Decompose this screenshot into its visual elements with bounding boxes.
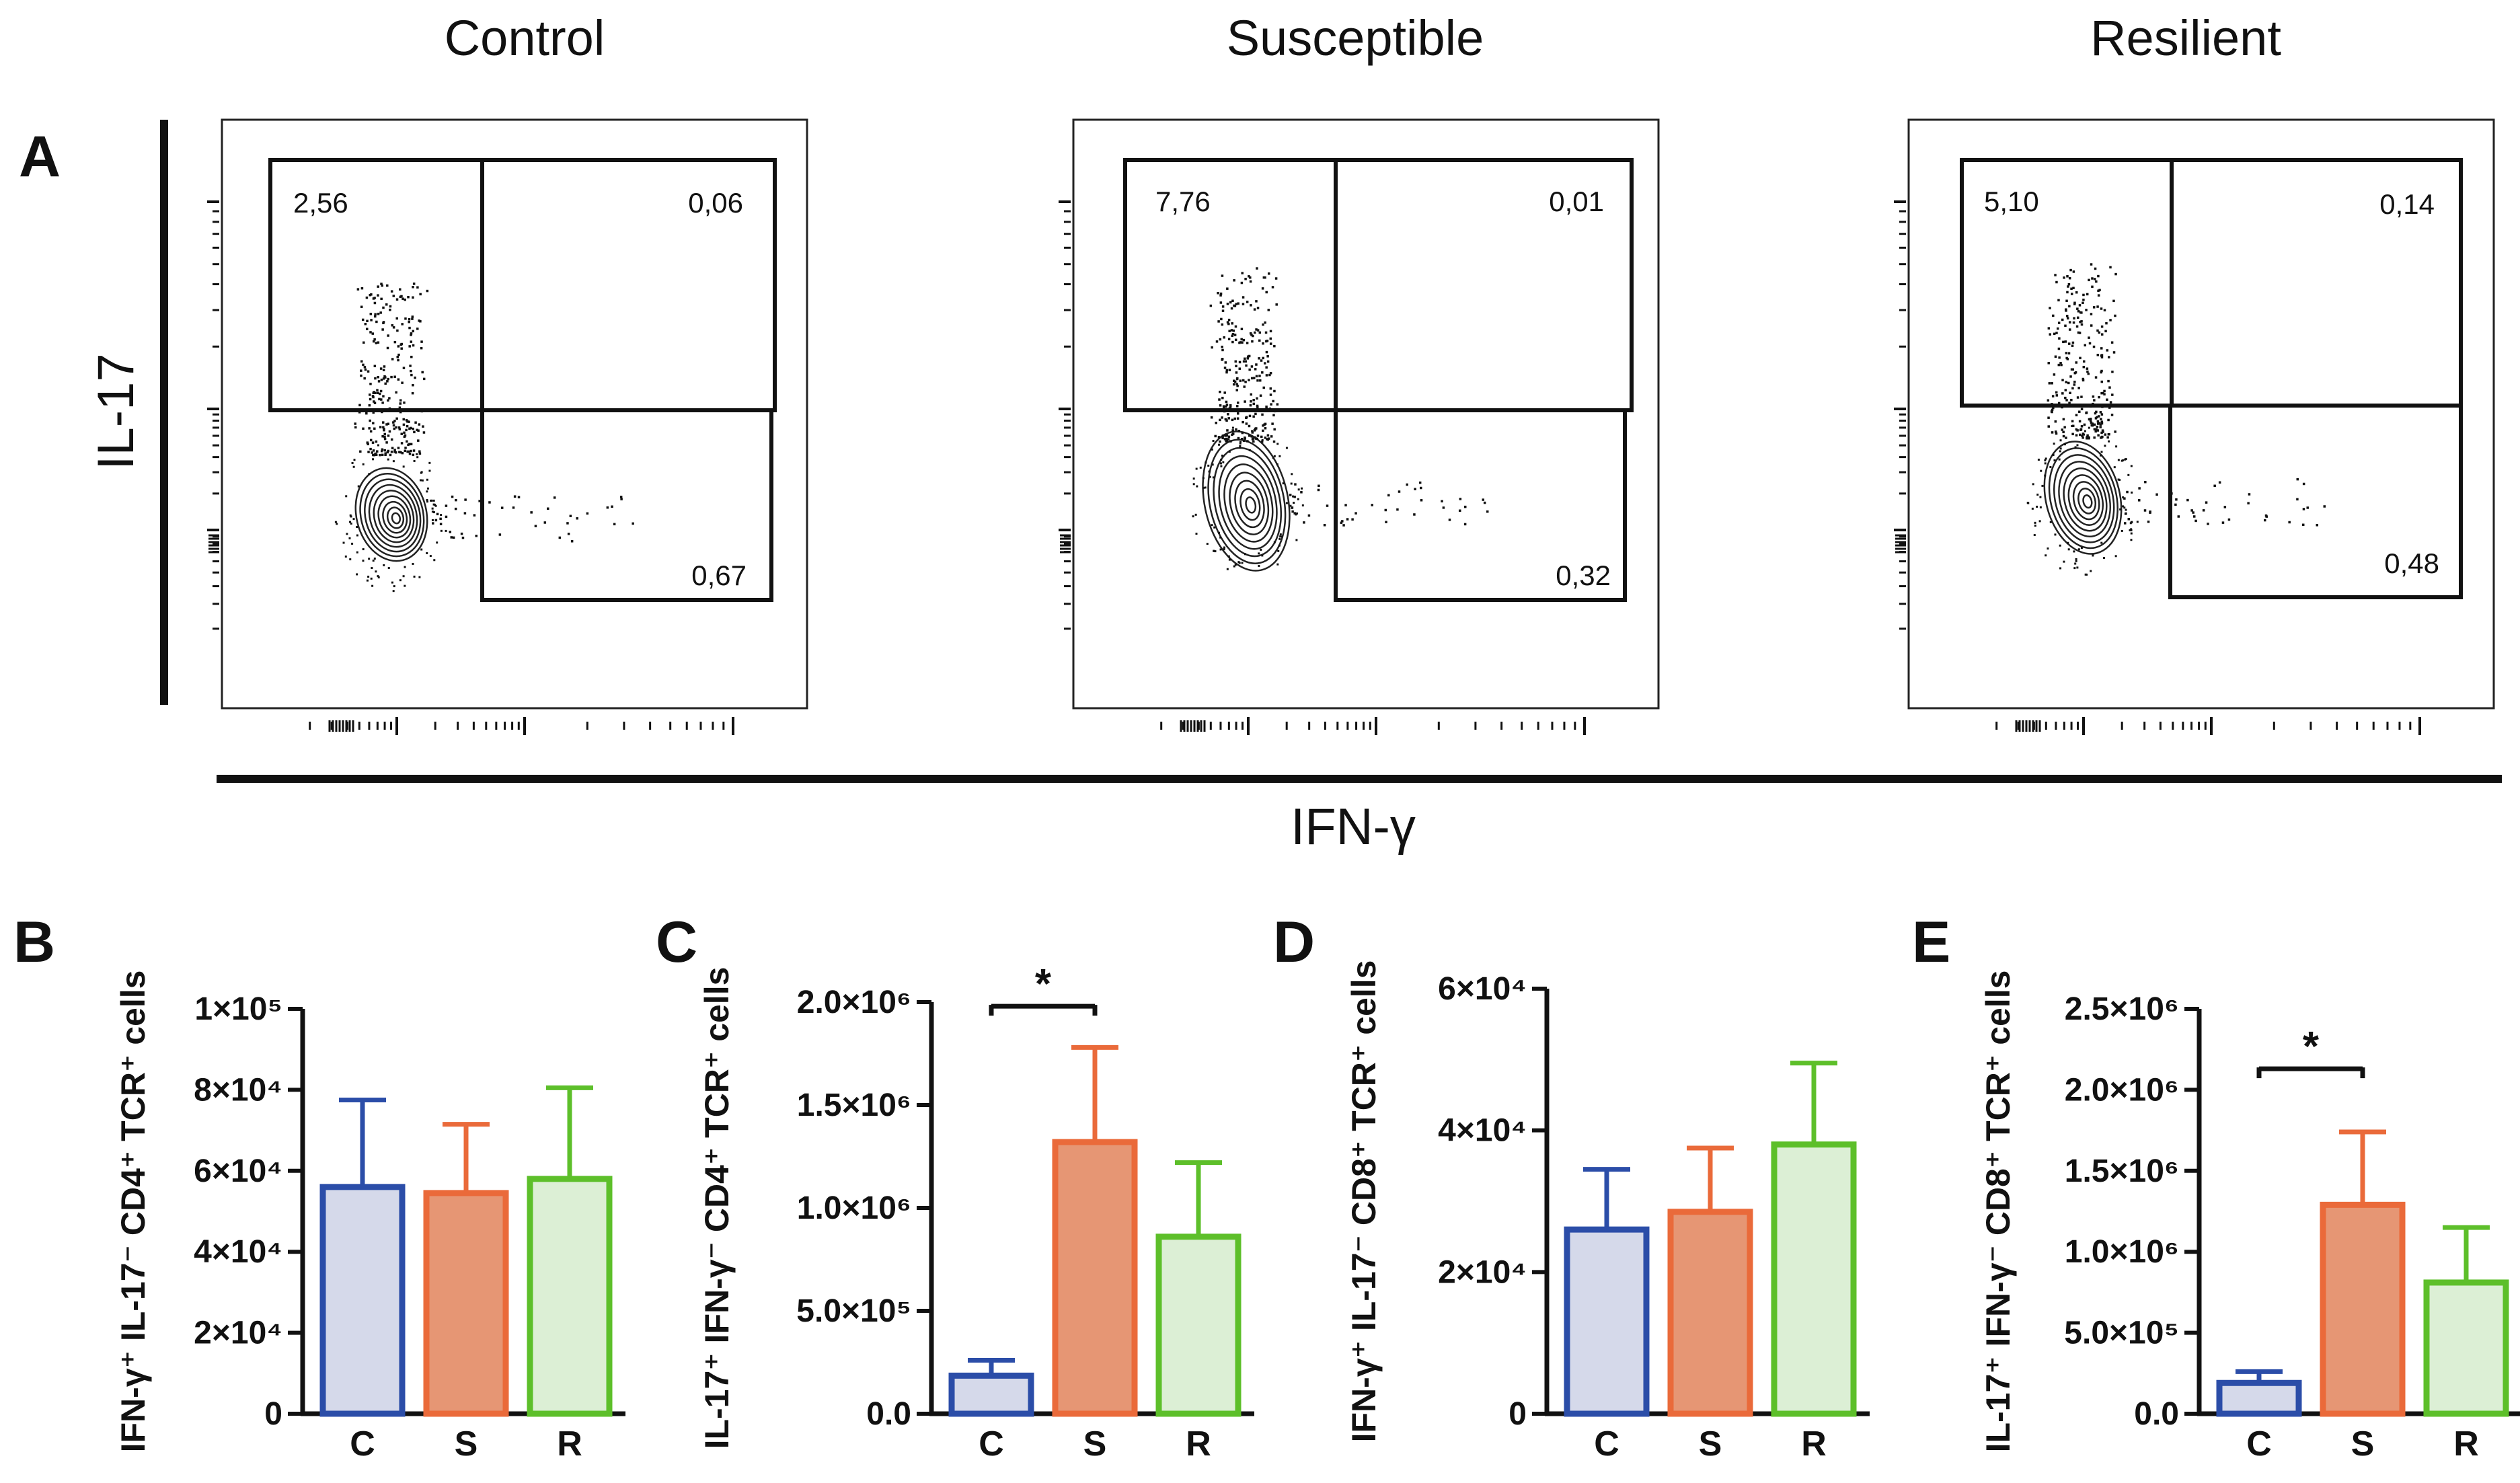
x-tick-label: R xyxy=(1186,1424,1211,1463)
y-tick-label: 2×10⁴ xyxy=(194,1316,282,1351)
panel-letter-d: D xyxy=(1273,910,1315,975)
significance-star: * xyxy=(1035,961,1052,1007)
y-tick-label: 8×10⁴ xyxy=(194,1072,282,1108)
bar-r xyxy=(527,1176,613,1417)
y-tick-label: 4×10⁴ xyxy=(1438,1113,1527,1149)
y-tick-label: 2.5×10⁶ xyxy=(2065,991,2179,1027)
y-axis-label: IL-17⁺ IFN-γ⁻ CD8⁺ TCR⁺ cells xyxy=(1979,971,2017,1453)
bar-chart-e: E IL-17⁺ IFN-γ⁻ CD8⁺ TCR⁺ cells 0.0 5.0×10⁵… xyxy=(1912,910,2520,1463)
x-tick-label: S xyxy=(1699,1424,1722,1463)
y-tick-label: 1.0×10⁶ xyxy=(2065,1234,2179,1270)
gate-bottom-right xyxy=(480,408,773,602)
x-tick-label: R xyxy=(1801,1424,1827,1463)
panel-letter-c: C xyxy=(656,910,697,975)
y-tick-label: 6×10⁴ xyxy=(194,1153,282,1189)
bar-chart-c: CIL-17⁺ IFN-γ⁻ CD4⁺ TCR⁺ cells 0.05.0×10⁵… xyxy=(656,910,1254,1463)
gate-value-top-left: 2,56 xyxy=(293,187,348,219)
y-tick-label: 1×10⁵ xyxy=(194,991,282,1027)
event-dots xyxy=(1192,267,1489,570)
gate-bottom-right xyxy=(2168,404,2463,599)
x-axis-label-ifng: IFN-γ xyxy=(1291,798,1416,855)
contour-population xyxy=(354,467,428,562)
y-axis-label: IFN-γ⁺ IL-17⁻ CD4⁺ TCR⁺ cells xyxy=(114,971,152,1453)
flow-plot-resilient: Resilient 5,10 0,14 0,48 xyxy=(1894,10,2495,735)
contour-population xyxy=(1202,430,1291,572)
flow-plot-control: Control 2,56 0,06 0,67 xyxy=(207,10,808,735)
event-dots xyxy=(2026,263,2326,576)
y-tick-label: 2×10⁴ xyxy=(1438,1254,1527,1290)
y-tick-label: 1.0×10⁶ xyxy=(797,1190,911,1226)
y-tick-label: 0 xyxy=(264,1396,282,1432)
bar-s xyxy=(1667,1209,1753,1417)
plot-frame xyxy=(1072,118,1660,710)
flow-cytometry-panel: A IL-17 IFN-γ Control 2,56 0,06 0,67 Sus… xyxy=(19,10,2502,855)
y-tick-label: 4×10⁴ xyxy=(194,1234,282,1270)
significance-star: * xyxy=(2303,1024,2320,1070)
y-tick-label: 6×10⁴ xyxy=(1438,971,1527,1007)
bar-c xyxy=(319,1184,406,1417)
y-tick-label: 2.0×10⁶ xyxy=(797,985,911,1020)
panel-letter-e: E xyxy=(1912,910,1950,975)
gate-value-top-left: 5,10 xyxy=(1984,186,2039,217)
panel-letter-b: B xyxy=(13,910,55,975)
y-tick-label: 0 xyxy=(1509,1396,1527,1432)
y-tick-label: 0.0 xyxy=(2134,1396,2179,1432)
axis-ticks xyxy=(207,200,734,735)
x-tick-label: S xyxy=(455,1424,478,1463)
bar-s xyxy=(2320,1201,2406,1417)
flow-plot-title: Susceptible xyxy=(1227,10,1484,66)
bar-r xyxy=(1771,1141,1857,1417)
bar-c xyxy=(948,1372,1034,1417)
gate-value-top-right: 0,14 xyxy=(2379,188,2435,220)
event-dots xyxy=(334,282,634,593)
y-tick-label: 2.0×10⁶ xyxy=(2065,1072,2179,1108)
y-tick-label: 5.0×10⁵ xyxy=(2064,1316,2179,1351)
gate-value-bottom-right: 0,67 xyxy=(691,560,747,591)
gate-value-top-right: 0,01 xyxy=(1549,186,1604,217)
gate-value-top-right: 0,06 xyxy=(688,187,743,219)
plot-frame xyxy=(1907,118,2495,710)
gate-bottom-right xyxy=(1334,408,1627,602)
y-tick-label: 1.5×10⁶ xyxy=(2065,1153,2179,1189)
x-tick-label: C xyxy=(2246,1424,2272,1463)
bar-chart-b: B IFN-γ⁺ IL-17⁻ CD4⁺ TCR⁺ cells 0 2×10⁴ 4×10… xyxy=(13,910,625,1463)
bar-r xyxy=(2423,1279,2509,1417)
x-tick-label: S xyxy=(1083,1424,1107,1463)
x-tick-label: R xyxy=(2453,1424,2479,1463)
flow-plot-title: Control xyxy=(445,10,605,66)
axis-ticks xyxy=(1059,200,1586,735)
y-axis-label-il17: IL-17 xyxy=(87,353,145,469)
y-tick-label: 1.5×10⁶ xyxy=(797,1088,911,1123)
y-tick-label: 0.0 xyxy=(866,1396,911,1432)
bar-s xyxy=(1052,1139,1138,1417)
y-axis-label: IFN-γ⁺ IL-17⁻ CD8⁺ TCR⁺ cells xyxy=(1345,960,1383,1443)
panel-letter-a: A xyxy=(19,124,61,189)
y-axis-label: IL-17⁺ IFN-γ⁻ CD4⁺ TCR⁺ cells xyxy=(698,967,736,1449)
y-tick-label: 5.0×10⁵ xyxy=(796,1293,911,1329)
gate-value-bottom-right: 0,32 xyxy=(1556,560,1611,591)
x-tick-label: C xyxy=(350,1424,375,1463)
bar-c xyxy=(2216,1379,2302,1417)
bar-chart-d: D IFN-γ⁺ IL-17⁻ CD8⁺ TCR⁺ cells 0 2×10⁴ 4×10… xyxy=(1273,910,1870,1463)
bar-r xyxy=(1155,1233,1242,1417)
x-tick-label: R xyxy=(557,1424,582,1463)
axis-ticks xyxy=(1894,200,2421,735)
x-tick-label: C xyxy=(979,1424,1004,1463)
x-tick-label: S xyxy=(2351,1424,2375,1463)
contour-population xyxy=(2043,441,2123,555)
bar-c xyxy=(1564,1226,1650,1417)
plot-frame xyxy=(221,118,808,710)
gate-value-top-left: 7,76 xyxy=(1155,186,1211,217)
bar-s xyxy=(423,1190,509,1417)
gate-value-bottom-right: 0,48 xyxy=(2384,547,2439,579)
x-tick-label: C xyxy=(1594,1424,1619,1463)
flow-plot-title: Resilient xyxy=(2090,10,2281,66)
flow-plot-susceptible: Susceptible 7,76 0,01 0,32 xyxy=(1059,10,1660,735)
